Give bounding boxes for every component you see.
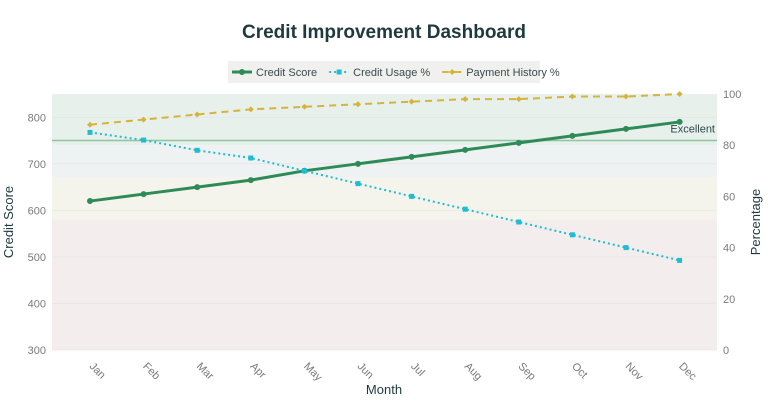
y-tick-label: 300 <box>28 345 46 357</box>
x-tick-label: Dec <box>676 360 699 383</box>
reference-label: Excellent <box>670 124 715 136</box>
x-tick-label: Nov <box>623 360 646 383</box>
series-lines <box>87 91 683 263</box>
y2-tick-label: 100 <box>723 89 741 101</box>
data-point <box>194 111 201 118</box>
data-point <box>87 129 93 135</box>
data-point <box>569 93 576 100</box>
data-point <box>462 96 469 103</box>
data-point <box>623 93 629 100</box>
data-point <box>87 198 93 205</box>
data-point <box>355 181 361 187</box>
legend-box <box>228 61 540 83</box>
x-tick-label: Oct <box>569 360 590 381</box>
x-tick-label: Jul <box>408 360 426 378</box>
series-line <box>89 93 680 126</box>
series-line <box>89 131 680 262</box>
data-point <box>569 132 576 139</box>
data-point <box>194 184 201 191</box>
x-tick-label: Feb <box>140 360 162 382</box>
data-point <box>87 121 93 128</box>
series-line <box>89 120 680 203</box>
data-point <box>676 118 683 125</box>
legend-item[interactable]: Credit Score <box>232 67 317 79</box>
data-point <box>462 206 468 212</box>
data-point <box>301 103 308 110</box>
data-point <box>247 177 254 184</box>
data-point <box>677 257 683 263</box>
y2-tick-label: 60 <box>723 191 735 203</box>
data-point <box>569 232 575 238</box>
data-point <box>408 98 415 105</box>
chart-title: Credit Improvement Dashboard <box>242 22 526 43</box>
data-point <box>409 193 415 199</box>
x-tick-label: Jun <box>355 360 376 381</box>
excellent-reference-line: Excellent <box>52 124 717 142</box>
y2-axis-label: Percentage <box>748 189 763 256</box>
x-tick-label: Apr <box>248 360 269 381</box>
y2-tick-label: 40 <box>723 243 735 255</box>
series-payment-history- <box>87 91 683 128</box>
legend-label: Payment History % <box>466 67 560 79</box>
data-point <box>248 155 254 161</box>
legend-item[interactable]: Credit Usage % <box>329 67 430 79</box>
data-point <box>247 106 254 113</box>
data-point <box>239 69 245 75</box>
series-credit-usage- <box>87 129 683 263</box>
data-point <box>141 137 147 143</box>
y2-tick-label: 20 <box>723 294 735 306</box>
x-tick-label: Aug <box>462 360 484 382</box>
data-point <box>408 153 415 160</box>
y2-tick-label: 0 <box>723 345 729 357</box>
y-tick-label: 700 <box>28 159 46 171</box>
x-tick-label: Jan <box>87 360 108 381</box>
x-tick-label: Sep <box>516 360 538 382</box>
y-tick-label: 800 <box>28 112 46 124</box>
data-point <box>515 139 522 146</box>
data-point <box>301 168 307 174</box>
band-0 <box>52 94 717 146</box>
data-point <box>462 146 469 153</box>
legend-label: Credit Usage % <box>353 67 430 79</box>
data-point <box>623 245 629 251</box>
data-point <box>336 69 342 75</box>
legend-item[interactable]: Payment History % <box>442 67 560 79</box>
x-axis-label: Month <box>366 382 402 397</box>
data-point <box>140 191 147 198</box>
y-tick-label: 500 <box>28 252 46 264</box>
data-point <box>623 125 629 132</box>
data-point <box>140 116 147 123</box>
data-point <box>355 160 361 167</box>
data-point <box>515 96 522 103</box>
score-bands <box>52 94 717 350</box>
data-point <box>516 219 522 225</box>
band-2 <box>52 177 717 220</box>
legend-label: Credit Score <box>256 67 317 79</box>
band-3 <box>52 219 717 350</box>
y-tick-label: 600 <box>28 205 46 217</box>
data-point <box>355 101 361 108</box>
y-axis-label: Credit Score <box>1 186 16 258</box>
legend[interactable]: Credit Score Credit Usage % Payment Histor… <box>232 67 560 79</box>
y2-tick-label: 80 <box>723 140 735 152</box>
data-point <box>194 147 200 153</box>
x-tick-label: Mar <box>194 360 216 382</box>
x-tick-label: May <box>301 360 325 384</box>
data-point <box>449 69 456 75</box>
y-tick-label: 400 <box>28 298 46 310</box>
data-point <box>676 91 683 97</box>
